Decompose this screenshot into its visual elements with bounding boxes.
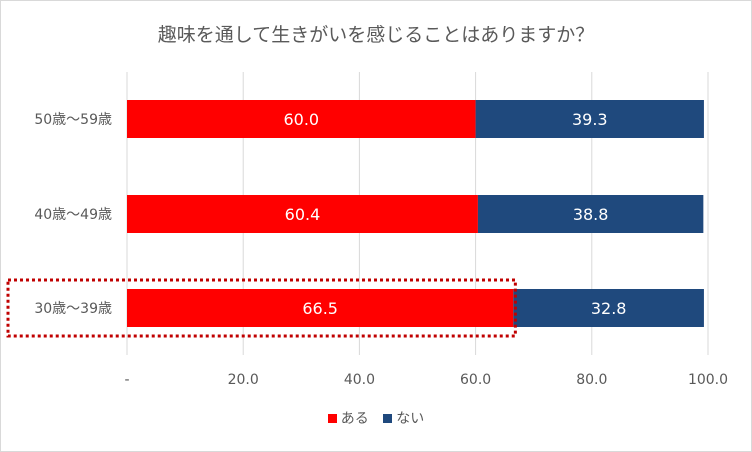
highlight-box: [6, 278, 517, 338]
legend-label-aru: ある: [340, 411, 369, 427]
bar-segment: [475, 100, 704, 138]
bar-segment: [127, 100, 476, 138]
x-tick-label: 20.0: [228, 372, 259, 388]
x-tick-label: 60.0: [460, 372, 491, 388]
bar-segment: [127, 195, 478, 233]
data-label: 32.8: [591, 299, 627, 318]
legend-swatch-nai: [383, 414, 393, 423]
x-tick-label: -: [124, 372, 129, 388]
legend-label-nai: ない: [396, 411, 425, 427]
legend: ある ない: [0, 408, 752, 428]
bar-segment: [127, 289, 514, 327]
data-label: 60.0: [283, 110, 319, 129]
bar-segment: [513, 289, 704, 327]
data-label: 60.4: [285, 205, 321, 224]
chart-title: 趣味を通して生きがいを感じることはありますか？: [157, 24, 595, 46]
data-label: 39.3: [572, 110, 608, 129]
data-label: 38.8: [573, 205, 609, 224]
category-label: 50歳〜59歳: [34, 112, 112, 128]
x-tick-label: 40.0: [344, 372, 375, 388]
data-label: 66.5: [302, 299, 338, 318]
category-label: 30歳〜39歳: [34, 301, 112, 317]
x-tick-label: 100.0: [688, 372, 728, 388]
bar-segment: [477, 195, 704, 233]
category-label: 40歳〜49歳: [34, 207, 112, 223]
legend-swatch-aru: [327, 414, 337, 423]
legend-entry-nai: ない: [383, 408, 424, 428]
legend-entry-aru: ある: [327, 408, 369, 428]
x-tick-label: 80.0: [576, 372, 607, 388]
